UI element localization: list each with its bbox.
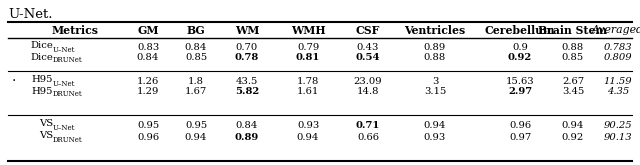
Text: Brain Stem: Brain Stem <box>538 24 607 35</box>
Text: U-Net.: U-Net. <box>8 8 52 21</box>
Text: 0.84: 0.84 <box>236 120 258 130</box>
Text: 0.66: 0.66 <box>357 132 379 142</box>
Text: 1.67: 1.67 <box>185 87 207 97</box>
Text: 2.67: 2.67 <box>562 77 584 85</box>
Text: DRUNet: DRUNet <box>53 56 83 65</box>
Text: 1.8: 1.8 <box>188 77 204 85</box>
Text: Ventricles: Ventricles <box>404 24 466 35</box>
Text: VS: VS <box>39 132 53 141</box>
Text: 90.13: 90.13 <box>604 132 632 142</box>
Text: 0.92: 0.92 <box>508 53 532 63</box>
Text: Dice: Dice <box>30 42 53 50</box>
Text: 0.84: 0.84 <box>137 53 159 63</box>
Text: 0.71: 0.71 <box>356 120 380 130</box>
Text: 0.95: 0.95 <box>185 120 207 130</box>
Text: 0.809: 0.809 <box>604 53 632 63</box>
Text: 1.78: 1.78 <box>297 77 319 85</box>
Text: 0.94: 0.94 <box>562 120 584 130</box>
Text: 11.59: 11.59 <box>604 77 632 85</box>
Text: 0.95: 0.95 <box>137 120 159 130</box>
Text: VS: VS <box>39 119 53 129</box>
Text: ·: · <box>12 74 16 88</box>
Text: 0.43: 0.43 <box>357 43 379 51</box>
Text: Dice: Dice <box>30 52 53 62</box>
Text: 5.82: 5.82 <box>235 87 259 97</box>
Text: 0.88: 0.88 <box>424 53 446 63</box>
Text: 0.81: 0.81 <box>296 53 320 63</box>
Text: 0.94: 0.94 <box>297 132 319 142</box>
Text: 0.83: 0.83 <box>137 43 159 51</box>
Text: 0.96: 0.96 <box>509 120 531 130</box>
Text: 90.25: 90.25 <box>604 120 632 130</box>
Text: 1.61: 1.61 <box>297 87 319 97</box>
Text: U–Net: U–Net <box>53 80 76 87</box>
Text: 23.09: 23.09 <box>354 77 382 85</box>
Text: 0.93: 0.93 <box>297 120 319 130</box>
Text: Metrics: Metrics <box>51 24 99 35</box>
Text: 3.45: 3.45 <box>562 87 584 97</box>
Text: 0.89: 0.89 <box>235 132 259 142</box>
Text: 0.85: 0.85 <box>562 53 584 63</box>
Text: 0.84: 0.84 <box>185 43 207 51</box>
Text: 0.92: 0.92 <box>562 132 584 142</box>
Text: DRUNet: DRUNet <box>53 90 83 99</box>
Text: 3.15: 3.15 <box>424 87 446 97</box>
Text: 0.54: 0.54 <box>356 53 380 63</box>
Text: H95: H95 <box>31 76 53 84</box>
Text: WM: WM <box>235 24 259 35</box>
Text: 0.88: 0.88 <box>562 43 584 51</box>
Text: 43.5: 43.5 <box>236 77 258 85</box>
Text: 0.79: 0.79 <box>297 43 319 51</box>
Text: 0.94: 0.94 <box>424 120 446 130</box>
Text: BG: BG <box>187 24 205 35</box>
Text: 15.63: 15.63 <box>506 77 534 85</box>
Text: CSF: CSF <box>356 24 380 35</box>
Text: 0.94: 0.94 <box>185 132 207 142</box>
Text: 0.9: 0.9 <box>512 43 528 51</box>
Text: 0.97: 0.97 <box>509 132 531 142</box>
Text: 0.78: 0.78 <box>235 53 259 63</box>
Text: 3: 3 <box>432 77 438 85</box>
Text: DRUNet: DRUNet <box>53 135 83 144</box>
Text: U–Net: U–Net <box>53 123 76 132</box>
Text: 1.26: 1.26 <box>137 77 159 85</box>
Text: 2.97: 2.97 <box>508 87 532 97</box>
Text: WMH: WMH <box>291 24 325 35</box>
Text: 0.93: 0.93 <box>424 132 446 142</box>
Text: 0.85: 0.85 <box>185 53 207 63</box>
Text: 0.96: 0.96 <box>137 132 159 142</box>
Text: Cerebellum: Cerebellum <box>484 24 556 35</box>
Text: U–Net: U–Net <box>53 46 76 53</box>
Text: 0.70: 0.70 <box>236 43 258 51</box>
Text: 1.29: 1.29 <box>137 87 159 97</box>
Text: 0.783: 0.783 <box>604 43 632 51</box>
Text: GM: GM <box>137 24 159 35</box>
Text: 4.35: 4.35 <box>607 87 629 97</box>
Text: 14.8: 14.8 <box>356 87 380 97</box>
Text: Averaged: Averaged <box>592 25 640 35</box>
Text: H95: H95 <box>31 86 53 96</box>
Text: 0.89: 0.89 <box>424 43 446 51</box>
